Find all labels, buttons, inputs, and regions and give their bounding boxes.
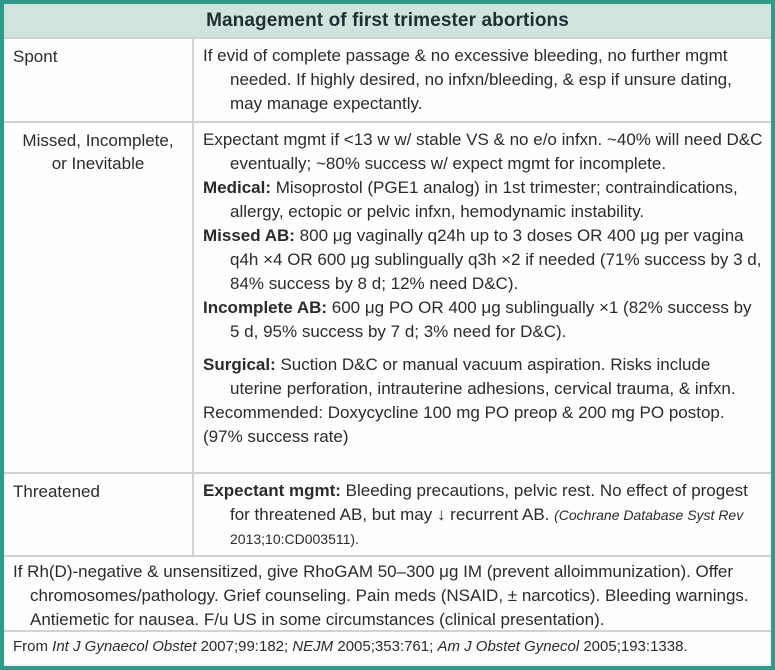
table-row: Threatened Expectant mgmt: Bleeding prec… bbox=[4, 472, 771, 555]
text-run: If Rh(D)-negative & unsensitized, give R… bbox=[13, 562, 749, 629]
row-content-threatened: Expectant mgmt: Bleeding precautions, pe… bbox=[194, 474, 771, 555]
row-label-spont: Spont bbox=[4, 39, 194, 121]
footnote-rhogam: If Rh(D)-negative & unsensitized, give R… bbox=[4, 555, 771, 630]
text-run: 2013;10:CD003511). bbox=[230, 531, 359, 547]
paragraph: Missed AB: 800 μg vaginally q24h up to 3… bbox=[203, 224, 765, 296]
table-title: Management of first trimester abortions bbox=[206, 9, 569, 31]
row-content-spont: If evid of complete passage & no excessi… bbox=[194, 39, 771, 121]
text-run: Medical: bbox=[203, 178, 272, 197]
table-header: Management of first trimester abortions bbox=[4, 4, 771, 37]
text-run: 2005;193:1338. bbox=[579, 638, 688, 655]
row-content-missed-incomplete-inevitable: Expectant mgmt if <13 w w/ stable VS & n… bbox=[194, 123, 771, 472]
row-label-missed-incomplete-inevitable: Missed, Incomplete, or Inevitable bbox=[4, 123, 194, 472]
text-run: 2007;99:182; bbox=[196, 638, 293, 655]
paragraph: Medical: Misoprostol (PGE1 analog) in 1s… bbox=[203, 176, 765, 224]
text-run: Am J Obstet Gynecol bbox=[437, 638, 580, 655]
paragraph: If evid of complete passage & no excessi… bbox=[203, 44, 765, 116]
table-row: Missed, Incomplete, or Inevitable Expect… bbox=[4, 121, 771, 472]
text-run: Recommended: Doxycycline 100 mg PO preop… bbox=[203, 403, 725, 446]
paragraph: Incomplete AB: 600 μg PO OR 400 μg subli… bbox=[203, 296, 765, 344]
paragraph: Expectant mgmt if <13 w w/ stable VS & n… bbox=[203, 128, 765, 176]
text-run: Misoprostol (PGE1 analog) in 1st trimest… bbox=[230, 178, 738, 221]
text-run: Int J Gynaecol Obstet bbox=[52, 638, 197, 655]
text-run: Incomplete AB: bbox=[203, 298, 328, 317]
text-run: Expectant mgmt: bbox=[203, 481, 341, 500]
paragraph: Recommended: Doxycycline 100 mg PO preop… bbox=[203, 401, 765, 449]
row-label-threatened: Threatened bbox=[4, 474, 194, 555]
table-row: Spont If evid of complete passage & no e… bbox=[4, 37, 771, 121]
text-run: (Cochrane Database Syst Rev bbox=[554, 507, 744, 523]
text-run: 2005;353:761; bbox=[333, 638, 438, 655]
text-run: Expectant mgmt if <13 w w/ stable VS & n… bbox=[203, 130, 763, 173]
paragraph: Surgical: Suction D&C or manual vacuum a… bbox=[203, 353, 765, 401]
text-run: NEJM bbox=[292, 638, 334, 655]
paragraph: If Rh(D)-negative & unsensitized, give R… bbox=[13, 560, 763, 630]
text-run: Surgical: bbox=[203, 355, 276, 374]
text-run: 800 μg vaginally q24h up to 3 doses OR 4… bbox=[230, 226, 762, 293]
text-run: If evid of complete passage & no excessi… bbox=[203, 46, 732, 113]
text-run: From bbox=[13, 638, 53, 655]
text-run: Suction D&C or manual vacuum aspiration.… bbox=[230, 355, 736, 398]
text-run: 600 μg PO OR 400 μg sublingually ×1 (82%… bbox=[230, 298, 752, 341]
text-run: Bleeding precautions, pelvic rest. No ef… bbox=[230, 481, 748, 524]
source-citation: From Int J Gynaecol Obstet 2007;99:182; … bbox=[4, 630, 771, 666]
text-run: Missed AB: bbox=[203, 226, 295, 245]
paragraph: Expectant mgmt: Bleeding precautions, pe… bbox=[203, 479, 765, 551]
